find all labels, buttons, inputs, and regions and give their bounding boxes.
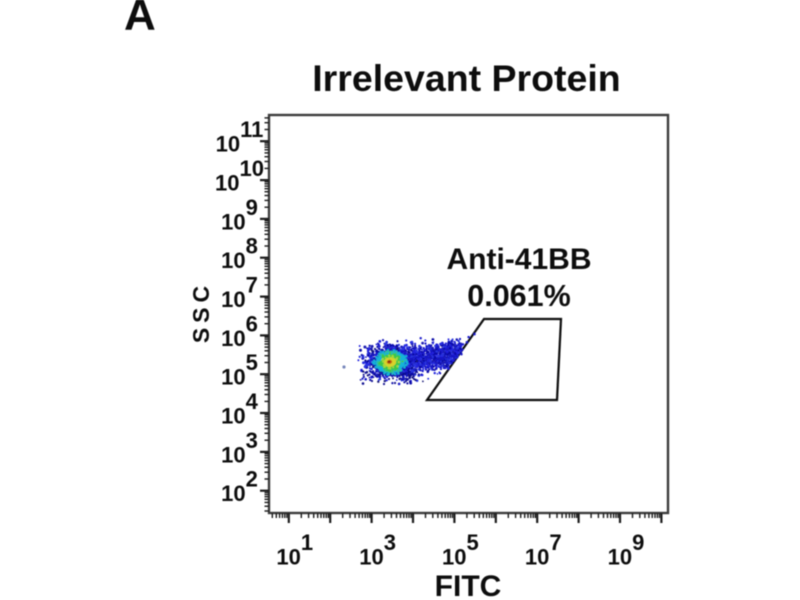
svg-text:109: 109 [221, 195, 258, 235]
svg-text:107: 107 [221, 273, 258, 313]
svg-text:109: 109 [608, 530, 645, 570]
svg-text:103: 103 [221, 428, 258, 468]
svg-text:Irrelevant Protein: Irrelevant Protein [312, 57, 620, 99]
svg-text:Anti-41BB: Anti-41BB [446, 243, 591, 276]
svg-text:106: 106 [221, 311, 258, 351]
svg-text:FITC: FITC [435, 570, 502, 600]
svg-text:0.061%: 0.061% [467, 279, 570, 313]
svg-text:104: 104 [221, 389, 258, 429]
svg-text:103: 103 [359, 530, 396, 570]
svg-text:SSC: SSC [188, 281, 214, 343]
svg-text:101: 101 [276, 530, 313, 570]
svg-text:1011: 1011 [216, 117, 264, 157]
svg-text:A: A [124, 0, 156, 40]
svg-text:108: 108 [221, 234, 258, 274]
svg-text:105: 105 [442, 530, 479, 570]
svg-text:107: 107 [525, 530, 562, 570]
svg-text:1010: 1010 [215, 156, 264, 196]
svg-text:105: 105 [221, 350, 258, 390]
svg-text:102: 102 [221, 467, 258, 507]
